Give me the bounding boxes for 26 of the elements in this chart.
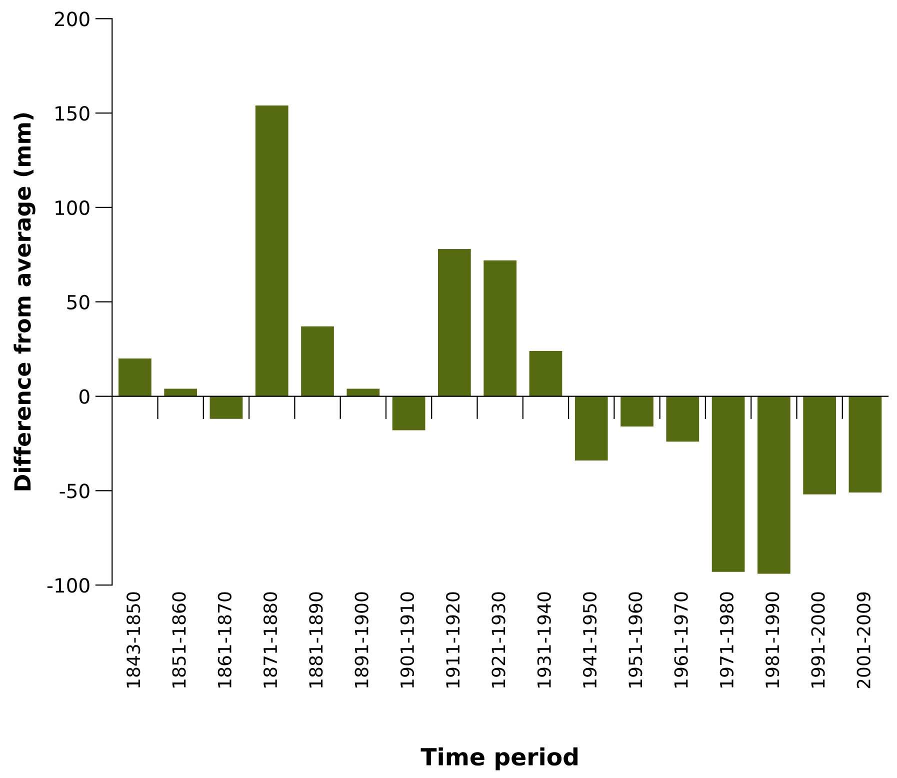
x-tick-label: 1881-1890 xyxy=(309,592,323,688)
x-tick-label: 1931-1940 xyxy=(537,592,551,688)
y-tick-label: 150 xyxy=(56,106,90,121)
y-tick-label: 200 xyxy=(54,12,90,26)
x-tick-label: 1851-1860 xyxy=(172,592,186,688)
y-tick-label: 100 xyxy=(56,200,90,216)
y-tick-label: -100 xyxy=(47,578,90,593)
x-tick-label: 1843-1850 xyxy=(126,592,140,688)
y-tick-label: -50 xyxy=(60,484,90,498)
x-tick-label: 1861-1870 xyxy=(218,592,232,688)
x-tick-label: 1921-1930 xyxy=(492,592,506,688)
x-tick-label: 1981-1990 xyxy=(766,592,780,688)
y-tick-label: 0 xyxy=(80,389,90,404)
x-tick-label: 1961-1970 xyxy=(674,592,688,688)
x-tick-label: 1901-1910 xyxy=(400,592,414,688)
y-axis-title: Difference from average (mm) xyxy=(14,113,36,490)
x-tick-label: 1911-1920 xyxy=(446,592,460,688)
x-tick-label: 1991-2000 xyxy=(811,592,825,688)
x-tick-label: 1941-1950 xyxy=(582,592,597,688)
x-axis-title: Time period xyxy=(420,747,578,770)
x-tick-label: 1891-1900 xyxy=(354,592,368,688)
x-tick-label: 1971-1980 xyxy=(720,592,734,688)
x-tick-label: 1951-1960 xyxy=(628,592,642,688)
x-tick-label: 1871-1880 xyxy=(263,592,278,688)
x-tick-label: 2001-2009 xyxy=(856,592,870,688)
y-tick-label: 50 xyxy=(67,294,90,310)
